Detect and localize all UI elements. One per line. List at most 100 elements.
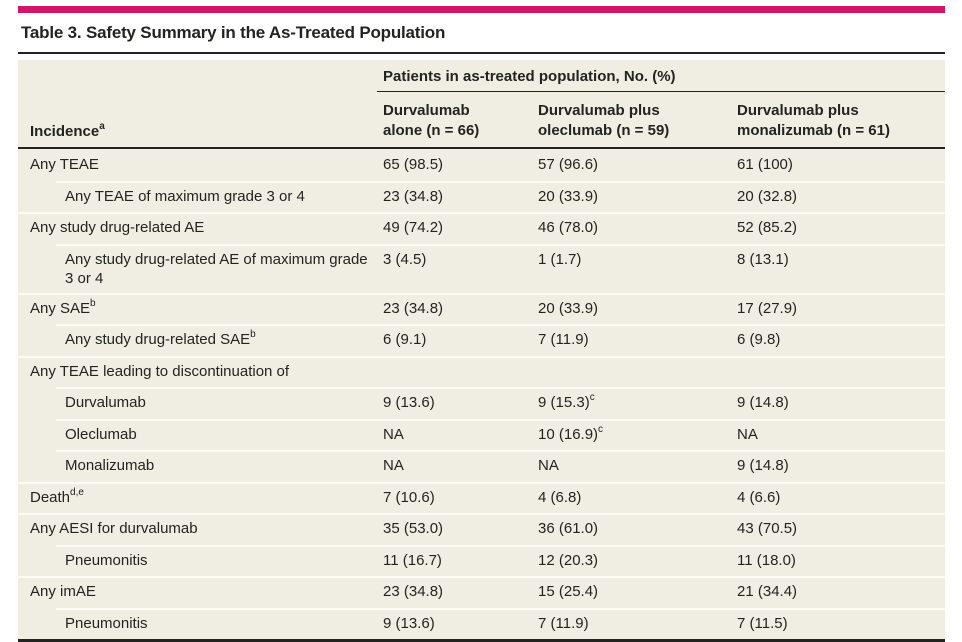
cell-value-text: 9 (14.8) xyxy=(737,394,789,412)
cell-value: 8 (13.1) xyxy=(731,244,945,274)
cell-value-footnote: c xyxy=(598,423,604,435)
cell-value-text: 3 (4.5) xyxy=(383,250,427,268)
cell-value: 23 (34.8) xyxy=(377,181,532,211)
row-label-text: Any TEAE leading to discontinuation of xyxy=(30,362,290,380)
row-label-text: Durvalumab xyxy=(65,394,146,412)
table-row: Durvalumab 9 (13.6) 9 (15.3)c 9 (14.8) xyxy=(18,387,945,419)
table-row: Any study drug-related AE 49 (74.2) 46 (… xyxy=(18,212,945,244)
cell-value-text: 7 (11.9) xyxy=(538,614,589,632)
cell-value: 52 (85.2) xyxy=(731,212,945,242)
cell-value-text: 20 (32.8) xyxy=(737,187,798,205)
row-label-text: Pneumonitis xyxy=(65,551,148,569)
cell-value: 35 (53.0) xyxy=(377,513,532,543)
row-label-text: Any SAE xyxy=(30,299,91,317)
cell-value: NA xyxy=(377,419,532,449)
cell-value: 7 (11.5) xyxy=(731,608,945,638)
accent-bar xyxy=(18,6,945,13)
cell-value-text: 23 (34.8) xyxy=(383,299,444,317)
cell-value-text: 8 (13.1) xyxy=(737,250,789,268)
column-header-durvalumab-alone: Durvalumab alone (n = 66) xyxy=(377,92,532,147)
cell-value: 49 (74.2) xyxy=(377,212,532,242)
cell-value-text: 9 (13.6) xyxy=(383,614,435,632)
cell-value: 23 (34.8) xyxy=(377,576,532,606)
table-row: Any TEAE of maximum grade 3 or 4 23 (34.… xyxy=(18,180,945,213)
cell-value-text: 57 (96.6) xyxy=(538,156,599,173)
cell-value: 1 (1.7) xyxy=(532,244,731,274)
column-header-line2: oleclumab (n = 59) xyxy=(538,121,670,139)
row-label: Durvalumab xyxy=(18,387,377,417)
row-label: Monalizumab xyxy=(18,450,377,480)
cell-value-footnote: c xyxy=(589,392,595,404)
table-title: Table 3. Safety Summary in the As-Treate… xyxy=(21,23,446,42)
column-header-durvalumab-oleclumab: Durvalumab plus oleclumab (n = 59) xyxy=(532,92,731,147)
row-label: Any SAEb xyxy=(18,293,377,323)
row-label-text: Any imAE xyxy=(30,583,96,601)
cell-value: NA xyxy=(377,450,532,480)
cell-value: NA xyxy=(532,450,731,480)
cell-value xyxy=(532,356,731,367)
safety-table: Patients in as-treated population, No. (… xyxy=(18,60,945,642)
cell-value: 7 (10.6) xyxy=(377,482,532,512)
cell-value: 7 (11.9) xyxy=(532,324,731,354)
spanning-header-label: Patients in as-treated population, No. (… xyxy=(383,68,676,85)
cell-value-text: 46 (78.0) xyxy=(538,219,599,236)
table-row: Pneumonitis 9 (13.6) 7 (11.9) 7 (11.5) xyxy=(18,607,945,640)
cell-value-text: NA xyxy=(538,457,559,475)
cell-value-text: 4 (6.8) xyxy=(538,488,582,506)
cell-value: 4 (6.6) xyxy=(731,482,945,512)
cell-value xyxy=(377,356,532,367)
column-header-line1: Durvalumab xyxy=(383,102,470,119)
cell-value: 9 (14.8) xyxy=(731,387,945,417)
column-header-line1: Durvalumab plus xyxy=(737,102,859,119)
row-label-text: Any study drug-related AE of maximum gra… xyxy=(65,250,368,287)
row-label-text: Any TEAE of maximum grade 3 or 4 xyxy=(65,187,305,205)
cell-value-text: 9 (15.3) xyxy=(538,394,590,412)
row-label-text: Oleclumab xyxy=(65,425,137,443)
column-header-line1: Durvalumab plus xyxy=(538,102,660,119)
table-row: Any AESI for durvalumab 35 (53.0) 36 (61… xyxy=(18,513,945,545)
table-row: Deathd,e 7 (10.6) 4 (6.8) 4 (6.6) xyxy=(18,481,945,514)
table-row: Any imAE 23 (34.8) 15 (25.4) 21 (34.4) xyxy=(18,576,945,608)
row-label: Any imAE xyxy=(18,576,377,606)
row-label: Oleclumab xyxy=(18,419,377,449)
table-figure: Table 3. Safety Summary in the As-Treate… xyxy=(18,6,945,642)
cell-value: 61 (100) xyxy=(731,149,945,179)
cell-value: 6 (9.8) xyxy=(731,324,945,354)
cell-value: 3 (4.5) xyxy=(377,244,532,274)
cell-value: 6 (9.1) xyxy=(377,324,532,354)
cell-value-text: 35 (53.0) xyxy=(383,520,444,538)
cell-value: 7 (11.9) xyxy=(532,608,731,638)
table-body: Any TEAE 65 (98.5) 57 (96.6) 61 (100) An… xyxy=(18,149,945,639)
row-label: Any study drug-related AE of maximum gra… xyxy=(18,244,377,293)
table-row: Any study drug-related SAEb 6 (9.1) 7 (1… xyxy=(18,324,945,356)
cell-value-text: 17 (27.9) xyxy=(737,299,798,317)
cell-value-text: 6 (9.8) xyxy=(737,331,781,349)
cell-value-text: 21 (34.4) xyxy=(737,583,798,601)
table-row: Any study drug-related AE of maximum gra… xyxy=(18,243,945,293)
cell-value-text: 10 (16.9) xyxy=(538,425,599,443)
row-label-footnote: b xyxy=(90,297,96,309)
cell-value-text: 7 (11.5) xyxy=(737,614,788,632)
table-row: Pneumonitis 11 (16.7) 12 (20.3) 11 (18.0… xyxy=(18,544,945,577)
spanning-header: Patients in as-treated population, No. (… xyxy=(377,60,945,92)
table-header: Patients in as-treated population, No. (… xyxy=(18,60,945,149)
cell-value-text: 52 (85.2) xyxy=(737,219,798,236)
cell-value-text: 4 (6.6) xyxy=(737,488,781,506)
cell-value: 65 (98.5) xyxy=(377,149,532,179)
cell-value-text: 15 (25.4) xyxy=(538,583,599,601)
cell-value-text: NA xyxy=(737,425,758,443)
cell-value: 23 (34.8) xyxy=(377,293,532,323)
row-label-footnote: b xyxy=(250,329,256,341)
column-header-durvalumab-monalizumab: Durvalumab plus monalizumab (n = 61) xyxy=(731,92,945,147)
cell-value-text: 23 (34.8) xyxy=(383,187,444,205)
stub-header-footnote: a xyxy=(99,121,105,132)
cell-value: 12 (20.3) xyxy=(532,545,731,575)
cell-value: 11 (18.0) xyxy=(731,545,945,575)
cell-value-text: 61 (100) xyxy=(737,156,793,173)
row-label: Pneumonitis xyxy=(18,608,377,638)
row-label-text: Any AESI for durvalumab xyxy=(30,520,198,538)
row-label-footnote: d,e xyxy=(70,486,84,498)
cell-value: 21 (34.4) xyxy=(731,576,945,606)
cell-value-text: 20 (33.9) xyxy=(538,187,599,205)
table-row: Any SAEb 23 (34.8) 20 (33.9) 17 (27.9) xyxy=(18,292,945,325)
